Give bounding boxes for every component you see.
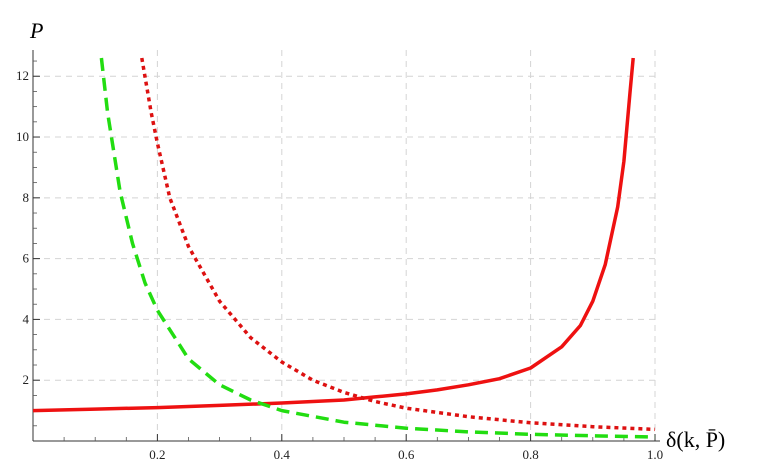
gridlines [33,50,660,441]
x-tick-label: 0.6 [398,447,415,462]
series-line-dotted [140,57,656,432]
series-line-dashed [99,57,656,439]
y-tick-label: 10 [16,129,29,144]
y-tick-label: 12 [16,68,29,83]
x-tick-label: 0.4 [274,447,291,462]
series-line-solid [32,57,635,413]
x-tick-label: 0.2 [149,447,165,462]
y-tick-label: 2 [23,372,30,387]
series-group [32,57,656,439]
axes [32,50,660,442]
ticks: 0.2 0.4 0.6 0.8 1.0 2 4 6 8 10 12 [16,60,663,462]
x-tick-label: 0.8 [522,447,538,462]
x-axis-title: δ(k, P̄) [666,427,725,452]
x-tick-label: 1.0 [647,447,663,462]
y-tick-label: 8 [23,190,30,205]
y-tick-label: 6 [23,251,30,266]
y-tick-label: 4 [23,311,30,326]
y-axis-title: P [29,18,43,43]
